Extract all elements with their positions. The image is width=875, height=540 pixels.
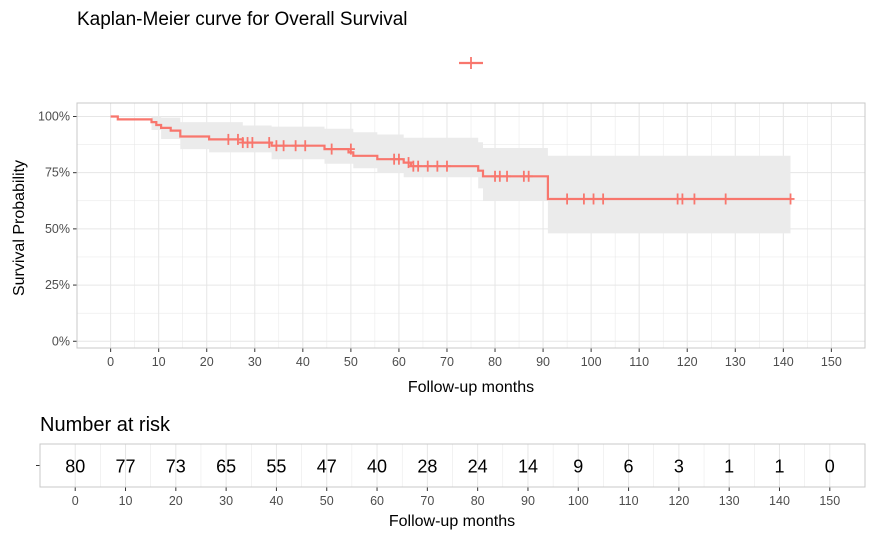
x-tick-label: 110 xyxy=(629,355,649,369)
plot-border xyxy=(76,102,866,349)
risk-table-x-axis-title: Follow-up months xyxy=(389,513,515,530)
y-tick-label: 50% xyxy=(45,222,70,236)
censor-mark xyxy=(524,170,533,182)
chart-title: Kaplan-Meier curve for Overall Survival xyxy=(77,9,408,30)
censor-mark xyxy=(233,133,242,145)
risk-x-tick-label: 110 xyxy=(619,494,639,508)
risk-x-tick-label: 140 xyxy=(769,494,790,508)
x-tick-label: 0 xyxy=(107,355,114,369)
risk-x-tick-label: 60 xyxy=(370,494,384,508)
risk-x-tick-label: 90 xyxy=(521,494,535,508)
at-risk-count: 14 xyxy=(518,457,538,477)
at-risk-count: 1 xyxy=(724,457,734,477)
x-tick-label: 80 xyxy=(488,355,502,369)
censor-mark xyxy=(442,160,451,172)
censor-mark xyxy=(265,137,274,149)
censor-mark xyxy=(279,140,288,152)
censor-mark xyxy=(394,153,403,165)
y-tick-label: 100% xyxy=(38,109,70,123)
x-tick-label: 70 xyxy=(440,355,454,369)
risk-x-tick-label: 100 xyxy=(568,494,589,508)
x-tick-label: 140 xyxy=(773,355,794,369)
censor-mark xyxy=(224,133,233,145)
y-tick-label: 75% xyxy=(45,166,70,180)
censor-mark xyxy=(786,193,795,205)
at-risk-count: 55 xyxy=(266,457,286,477)
censor-mark xyxy=(301,140,310,152)
censor-mark xyxy=(433,160,442,172)
x-tick-label: 90 xyxy=(536,355,550,369)
at-risk-count: 24 xyxy=(468,457,488,477)
censor-mark xyxy=(599,193,608,205)
censor-mark xyxy=(404,157,413,169)
at-risk-count: 6 xyxy=(624,457,634,477)
at-risk-count: 1 xyxy=(774,457,784,477)
at-risk-count: 9 xyxy=(573,457,583,477)
at-risk-count: 73 xyxy=(166,457,186,477)
y-tick-label: 25% xyxy=(45,278,70,292)
censor-mark xyxy=(579,193,588,205)
x-tick-label: 20 xyxy=(200,355,214,369)
at-risk-count: 0 xyxy=(825,457,835,477)
censor-mark xyxy=(414,160,423,172)
risk-x-tick-label: 0 xyxy=(72,494,79,508)
at-risk-count: 47 xyxy=(317,457,337,477)
censor-mark xyxy=(678,193,687,205)
legend xyxy=(459,57,483,69)
x-tick-label: 120 xyxy=(677,355,698,369)
risk-x-tick-label: 10 xyxy=(119,494,133,508)
censor-mark xyxy=(589,193,598,205)
at-risk-count: 40 xyxy=(367,457,387,477)
censor-mark xyxy=(423,160,432,172)
risk-table-border xyxy=(39,443,866,488)
km-plot-panel: 0 10 20 30 40 50 60 70 80 90 100 110 120 130 140 150 0% 2… xyxy=(38,102,866,369)
x-tick-label: 50 xyxy=(344,355,358,369)
y-tick-label: 0% xyxy=(52,334,70,348)
risk-x-tick-label: 70 xyxy=(420,494,434,508)
risk-x-tick-label: 120 xyxy=(668,494,689,508)
at-risk-count: 80 xyxy=(65,457,85,477)
risk-x-tick-label: 130 xyxy=(719,494,740,508)
censor-mark xyxy=(248,137,257,149)
y-axis-title: Survival Probability xyxy=(11,160,28,296)
censor-mark xyxy=(495,170,504,182)
risk-x-tick-label: 150 xyxy=(819,494,840,508)
at-risk-count: 65 xyxy=(216,457,236,477)
censor-mark xyxy=(272,140,281,152)
censor-mark xyxy=(291,140,300,152)
censor-mark xyxy=(563,193,572,205)
x-tick-label: 130 xyxy=(725,355,746,369)
risk-x-tick-label: 40 xyxy=(269,494,283,508)
x-axis-title: Follow-up months xyxy=(408,379,534,396)
censor-mark xyxy=(503,170,512,182)
x-tick-label: 30 xyxy=(248,355,262,369)
at-risk-count: 77 xyxy=(116,457,136,477)
x-tick-label: 60 xyxy=(392,355,406,369)
risk-x-tick-label: 80 xyxy=(471,494,485,508)
risk-x-tick-label: 50 xyxy=(320,494,334,508)
censor-mark xyxy=(721,193,730,205)
legend-key xyxy=(459,57,483,69)
risk-table-title: Number at risk xyxy=(40,414,171,436)
at-risk-count: 28 xyxy=(417,457,437,477)
risk-x-tick-label: 30 xyxy=(219,494,233,508)
censor-mark xyxy=(690,193,699,205)
censor-mark xyxy=(346,143,355,155)
x-tick-label: 100 xyxy=(581,355,602,369)
risk-table-panel: 0801077207330654055504760407028802490141… xyxy=(36,443,866,508)
x-tick-label: 150 xyxy=(821,355,842,369)
x-tick-label: 40 xyxy=(296,355,310,369)
x-tick-label: 10 xyxy=(152,355,166,369)
at-risk-count: 3 xyxy=(674,457,684,477)
censor-mark xyxy=(327,143,336,155)
risk-x-tick-label: 20 xyxy=(169,494,183,508)
